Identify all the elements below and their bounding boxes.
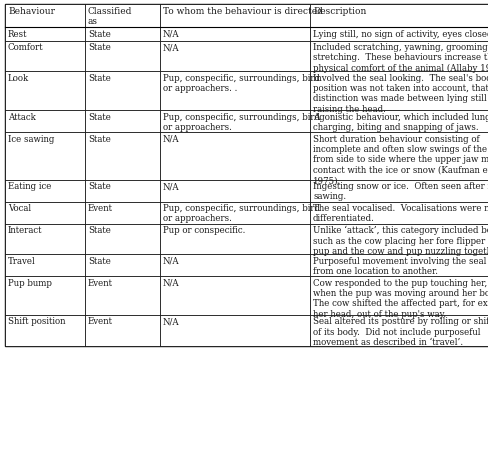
Bar: [85, 27, 160, 40]
Text: N/A: N/A: [163, 182, 180, 191]
Bar: [5, 132, 85, 180]
Text: Shift position: Shift position: [8, 318, 65, 327]
Text: Pup bump: Pup bump: [8, 279, 52, 288]
Bar: [85, 254, 160, 276]
Text: Event: Event: [88, 279, 113, 288]
Bar: [85, 224, 160, 254]
Text: Ingesting snow or ice.  Often seen after ice-
sawing.: Ingesting snow or ice. Often seen after …: [313, 182, 488, 201]
Text: Description: Description: [313, 7, 366, 16]
Text: To whom the behaviour is directed: To whom the behaviour is directed: [163, 7, 323, 16]
Bar: [85, 201, 160, 224]
Text: State: State: [88, 256, 111, 265]
Text: Agonistic behaviour, which included lunging or
charging, biting and snapping of : Agonistic behaviour, which included lung…: [313, 112, 488, 132]
Text: Ice sawing: Ice sawing: [8, 135, 54, 144]
Bar: [5, 276, 85, 315]
Text: State: State: [88, 226, 111, 235]
Text: Interact: Interact: [8, 226, 42, 235]
Bar: [5, 180, 85, 201]
Bar: [310, 40, 488, 71]
Bar: [85, 40, 160, 71]
Bar: [310, 4, 488, 27]
Text: State: State: [88, 135, 111, 144]
Bar: [5, 40, 85, 71]
Bar: [160, 71, 310, 110]
Bar: [5, 315, 85, 346]
Text: Lying still, no sign of activity, eyes closed.: Lying still, no sign of activity, eyes c…: [313, 29, 488, 38]
Text: Short duration behaviour consisting of
incomplete and often slow swings of the h: Short duration behaviour consisting of i…: [313, 135, 488, 185]
Bar: [85, 132, 160, 180]
Bar: [160, 4, 310, 27]
Bar: [5, 110, 85, 132]
Bar: [5, 201, 85, 224]
Bar: [160, 276, 310, 315]
Bar: [310, 201, 488, 224]
Text: Seal altered its posture by rolling or shifting parts
of its body.  Did not incl: Seal altered its posture by rolling or s…: [313, 318, 488, 347]
Bar: [310, 71, 488, 110]
Text: Pup or conspecific.: Pup or conspecific.: [163, 226, 245, 235]
Text: Unlike ‘attack’, this category included behaviours
such as the cow placing her f: Unlike ‘attack’, this category included …: [313, 226, 488, 256]
Bar: [310, 27, 488, 40]
Bar: [310, 110, 488, 132]
Text: Classified
as: Classified as: [88, 7, 132, 26]
Bar: [85, 276, 160, 315]
Bar: [85, 110, 160, 132]
Text: State: State: [88, 112, 111, 121]
Bar: [310, 315, 488, 346]
Bar: [310, 254, 488, 276]
Bar: [310, 132, 488, 180]
Text: State: State: [88, 29, 111, 38]
Bar: [160, 180, 310, 201]
Text: N/A: N/A: [163, 256, 180, 265]
Bar: [160, 315, 310, 346]
Text: Involved the seal looking.  The seal's body
position was not taken into account,: Involved the seal looking. The seal's bo…: [313, 73, 488, 114]
Text: The seal vocalised.  Vocalisations were not
differentiated.: The seal vocalised. Vocalisations were n…: [313, 204, 488, 223]
Bar: [160, 132, 310, 180]
Text: Purposeful movement involving the seal moving
from one location to another.: Purposeful movement involving the seal m…: [313, 256, 488, 276]
Text: State: State: [88, 182, 111, 191]
Text: Travel: Travel: [8, 256, 36, 265]
Text: Vocal: Vocal: [8, 204, 31, 213]
Bar: [160, 27, 310, 40]
Text: State: State: [88, 73, 111, 82]
Text: N/A: N/A: [163, 135, 180, 144]
Text: Look: Look: [8, 73, 29, 82]
Bar: [5, 4, 85, 27]
Text: Behaviour: Behaviour: [8, 7, 55, 16]
Text: Event: Event: [88, 204, 113, 213]
Text: Included scratching, yawning, grooming and
stretching.  These behaviours increas: Included scratching, yawning, grooming a…: [313, 43, 488, 73]
Bar: [85, 180, 160, 201]
Text: Pup, conspecific, surroundings, bird
or approachers.: Pup, conspecific, surroundings, bird or …: [163, 112, 320, 132]
Bar: [160, 201, 310, 224]
Bar: [5, 71, 85, 110]
Bar: [160, 254, 310, 276]
Bar: [85, 4, 160, 27]
Bar: [160, 40, 310, 71]
Bar: [5, 4, 488, 346]
Text: Attack: Attack: [8, 112, 36, 121]
Text: Event: Event: [88, 318, 113, 327]
Bar: [160, 110, 310, 132]
Text: N/A: N/A: [163, 279, 180, 288]
Bar: [85, 315, 160, 346]
Text: N/A: N/A: [163, 318, 180, 327]
Text: Rest: Rest: [8, 29, 27, 38]
Bar: [5, 224, 85, 254]
Bar: [310, 276, 488, 315]
Bar: [310, 224, 488, 254]
Text: Eating ice: Eating ice: [8, 182, 51, 191]
Text: Pup, conspecific, surroundings, bird
or approachers. .: Pup, conspecific, surroundings, bird or …: [163, 73, 320, 93]
Bar: [85, 71, 160, 110]
Bar: [5, 254, 85, 276]
Text: State: State: [88, 43, 111, 52]
Bar: [5, 27, 85, 40]
Text: N/A: N/A: [163, 43, 180, 52]
Text: Comfort: Comfort: [8, 43, 43, 52]
Text: N/A: N/A: [163, 29, 180, 38]
Bar: [310, 180, 488, 201]
Text: Pup, conspecific, surroundings, bird
or approachers.: Pup, conspecific, surroundings, bird or …: [163, 204, 320, 223]
Text: Cow responded to the pup touching her, usually
when the pup was moving around he: Cow responded to the pup touching her, u…: [313, 279, 488, 319]
Bar: [160, 224, 310, 254]
